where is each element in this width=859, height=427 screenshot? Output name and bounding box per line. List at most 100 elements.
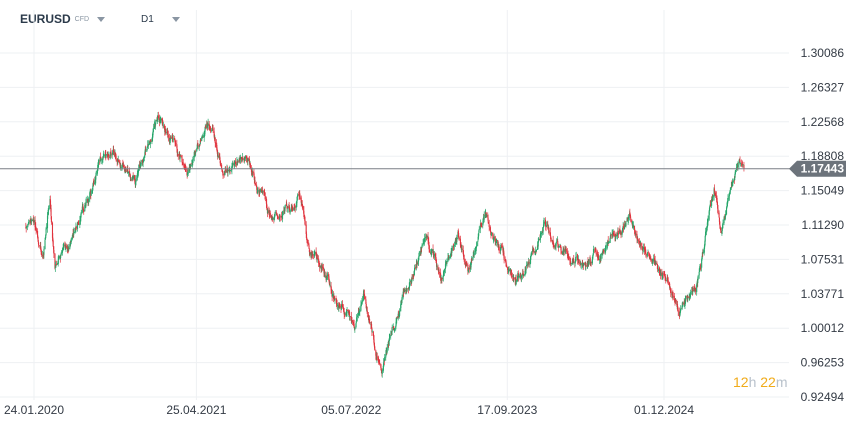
candle xyxy=(325,271,327,283)
candle-body xyxy=(579,261,581,264)
candle xyxy=(672,291,674,301)
candle-body xyxy=(722,222,724,225)
candle xyxy=(420,246,422,256)
candle-body xyxy=(473,252,475,256)
candle-body xyxy=(401,296,403,301)
candle-body xyxy=(468,268,470,270)
candle-body xyxy=(60,252,62,254)
candle-body xyxy=(264,196,266,199)
candle xyxy=(706,218,708,231)
candle-body xyxy=(667,278,669,280)
candle-body xyxy=(142,158,144,163)
candle xyxy=(43,254,45,258)
candle xyxy=(299,190,301,200)
candle xyxy=(395,317,397,328)
candle xyxy=(135,181,137,188)
candle xyxy=(611,229,614,236)
candle xyxy=(379,359,381,366)
candle-body xyxy=(716,201,718,205)
candle-body xyxy=(250,167,253,173)
candle-body xyxy=(679,312,681,316)
candle xyxy=(721,227,723,236)
candle-body xyxy=(533,250,535,253)
candle xyxy=(127,171,130,177)
candle-body xyxy=(32,219,34,221)
candle xyxy=(645,249,647,258)
candle-body xyxy=(574,258,577,261)
candle xyxy=(513,277,515,280)
candle xyxy=(525,266,527,274)
symbol-selector[interactable]: EURUSD CFD xyxy=(20,9,106,29)
candle xyxy=(193,150,195,162)
candle-body xyxy=(283,210,285,212)
candle-body xyxy=(70,238,72,242)
candle-body xyxy=(468,270,470,272)
candle xyxy=(352,319,354,327)
candle-body xyxy=(107,154,109,156)
candle xyxy=(346,306,348,317)
candle-body xyxy=(406,288,408,292)
candle xyxy=(289,209,291,215)
candle-body xyxy=(712,197,714,198)
candle-body xyxy=(413,270,415,276)
candle xyxy=(642,243,644,253)
candle xyxy=(73,227,75,238)
candle xyxy=(60,250,62,256)
candle xyxy=(38,245,40,247)
candle xyxy=(276,214,278,220)
candle xyxy=(676,299,678,307)
candle xyxy=(456,234,458,246)
candle-body xyxy=(726,203,728,207)
candle-body xyxy=(361,299,363,303)
candle-body xyxy=(196,143,199,149)
candle xyxy=(125,166,127,172)
candle xyxy=(341,300,343,309)
candle xyxy=(674,298,676,306)
candle-body xyxy=(685,297,687,301)
candle-body xyxy=(487,217,489,222)
candle-body xyxy=(27,223,29,225)
candle-body xyxy=(557,241,559,245)
candle-body xyxy=(166,130,168,132)
candle-body xyxy=(377,356,379,362)
candle-body xyxy=(537,242,539,247)
candle xyxy=(729,187,731,195)
candle-body xyxy=(259,189,261,192)
candle-body xyxy=(205,126,207,128)
candle-body xyxy=(136,177,138,179)
candle-body xyxy=(77,223,79,225)
candle xyxy=(28,220,30,225)
candle-body xyxy=(635,233,637,235)
candle xyxy=(221,162,223,169)
candle-body xyxy=(385,351,387,355)
candle xyxy=(472,256,474,261)
candle xyxy=(442,271,444,282)
candle-body xyxy=(265,198,267,204)
candle-body xyxy=(522,273,524,275)
candle xyxy=(122,161,125,168)
candle-body xyxy=(662,273,664,275)
candle-body xyxy=(213,131,215,137)
candle-body xyxy=(616,232,619,236)
candle-body xyxy=(47,209,49,214)
candle-body xyxy=(291,207,293,209)
timeframe-selector[interactable]: D1 xyxy=(141,9,180,29)
candle-body xyxy=(734,170,736,175)
candle-body xyxy=(75,227,77,229)
candle-body xyxy=(57,262,59,264)
candle xyxy=(427,237,429,243)
candle-body xyxy=(490,232,492,235)
candle xyxy=(355,323,357,329)
candle-body xyxy=(525,267,527,271)
candle-body xyxy=(383,360,385,362)
candle-body xyxy=(412,274,415,276)
candle xyxy=(574,261,576,267)
candle-body xyxy=(253,172,255,176)
candle xyxy=(237,160,239,164)
candle-body xyxy=(427,236,429,241)
candle xyxy=(672,290,674,301)
candle xyxy=(175,140,177,147)
candle-body xyxy=(621,229,623,233)
